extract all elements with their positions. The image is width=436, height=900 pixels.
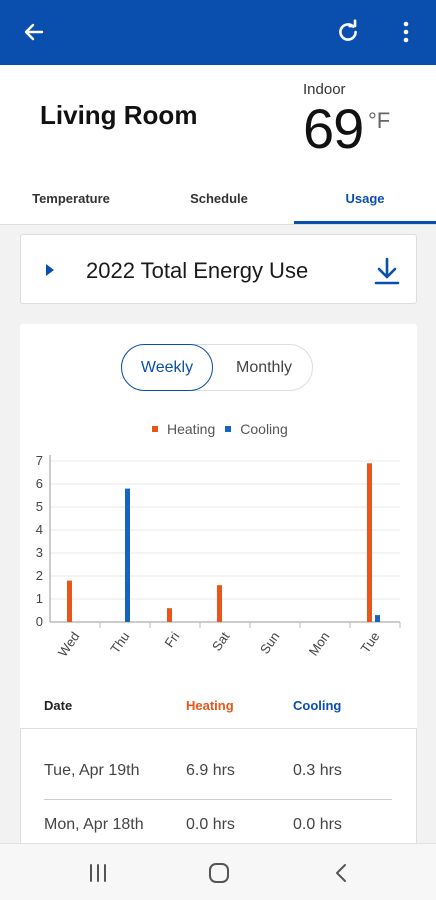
heating-bar (367, 463, 372, 622)
refresh-icon (339, 19, 357, 41)
x-tick-label: Sat (209, 629, 233, 654)
row-1-cooling: 0.3 hrs (293, 762, 342, 779)
chart-legend: Heating Cooling (152, 421, 298, 437)
caret-right-icon (46, 264, 54, 276)
x-tick-label: Fri (161, 629, 182, 650)
heating-swatch (152, 426, 158, 432)
system-nav-bar (0, 843, 436, 900)
row-1-heating: 6.9 hrs (186, 762, 235, 779)
heating-bar (217, 585, 222, 622)
x-tick-label: Wed (55, 629, 82, 659)
more-options-button[interactable] (388, 14, 424, 50)
row-1-date: Tue, Apr 19th (44, 762, 140, 779)
system-back-button[interactable] (321, 858, 361, 888)
x-tick-label: Tue (358, 629, 383, 656)
y-tick-label: 3 (36, 545, 43, 560)
room-header (0, 65, 436, 225)
monthly-toggle-button[interactable]: Monthly (235, 358, 293, 376)
download-icon (374, 257, 400, 285)
y-tick-label: 4 (36, 522, 43, 537)
heating-bar (167, 608, 172, 622)
tab-bar: Temperature Schedule Usage (0, 172, 436, 225)
col-header-heating: Heating (186, 698, 234, 713)
y-tick-label: 6 (36, 476, 43, 491)
usage-bar-chart: 0 1 2 3 4 5 6 7 Wed Thu Fri Sat Sun Mon Tue (36, 453, 401, 659)
header-divider (0, 224, 436, 225)
app-bar (0, 0, 436, 65)
x-tick-label: Sun (257, 629, 283, 657)
refresh-button[interactable] (330, 14, 366, 50)
indoor-label: Indoor (303, 81, 346, 98)
cooling-bar (375, 615, 380, 622)
room-title: Living Room (40, 100, 198, 130)
col-header-date: Date (44, 698, 73, 713)
y-tick-label: 2 (36, 568, 43, 583)
x-tick-label: Mon (306, 629, 333, 658)
tab-schedule[interactable]: Schedule (190, 191, 248, 206)
y-tick-label: 1 (36, 591, 43, 606)
recents-icon (90, 864, 106, 882)
tab-usage[interactable]: Usage (345, 191, 385, 206)
x-tick-label: Thu (107, 629, 132, 656)
y-tick-label: 5 (36, 499, 43, 514)
row-2-cooling: 0.0 hrs (293, 816, 342, 833)
legend-heating[interactable]: Heating (152, 421, 215, 437)
y-tick-label: 7 (36, 453, 43, 468)
back-button[interactable] (16, 14, 52, 50)
cooling-bar (125, 488, 130, 622)
weekly-toggle-button[interactable]: Weekly (121, 344, 213, 391)
heating-bar (67, 580, 72, 622)
row-2-date: Mon, Apr 18th (44, 816, 144, 833)
temperature-unit: °F (368, 108, 391, 133)
cooling-swatch (225, 426, 232, 432)
back-icon (336, 864, 346, 882)
period-toggle: Weekly Monthly (121, 344, 313, 391)
home-button[interactable] (199, 858, 239, 888)
legend-cooling[interactable]: Cooling (225, 421, 288, 437)
row-divider (44, 799, 392, 800)
arrow-left-icon (24, 23, 44, 41)
energy-use-title: 2022 Total Energy Use (86, 258, 309, 283)
active-tab-indicator (294, 221, 436, 224)
tab-temperature[interactable]: Temperature (32, 191, 110, 206)
more-vertical-icon (403, 21, 409, 43)
row-2-heating: 0.0 hrs (186, 816, 235, 833)
download-button[interactable] (374, 257, 400, 290)
y-tick-label: 0 (36, 614, 43, 629)
energy-use-card[interactable]: 2022 Total Energy Use (20, 234, 417, 304)
home-icon (209, 863, 229, 883)
recents-button[interactable] (78, 858, 118, 888)
col-header-cooling: Cooling (293, 698, 342, 713)
legend-cooling-label: Cooling (240, 421, 288, 437)
legend-heating-label: Heating (167, 421, 216, 437)
indoor-temperature: 69 (303, 97, 364, 160)
